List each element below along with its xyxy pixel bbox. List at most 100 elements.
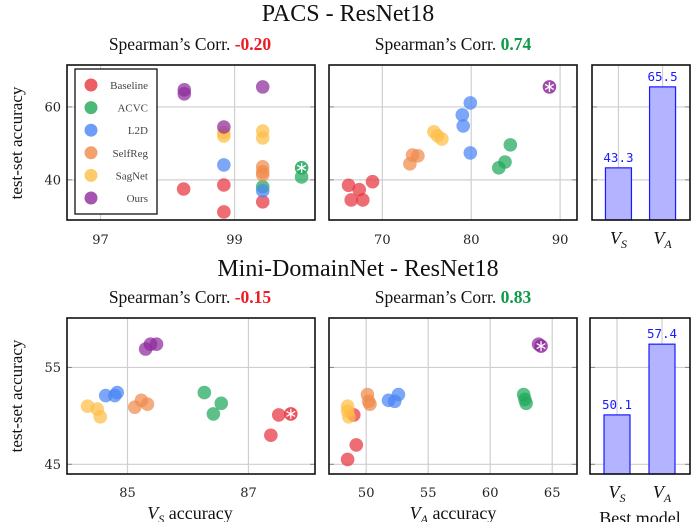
legend-label: Baseline bbox=[110, 80, 148, 92]
series-l2d bbox=[217, 158, 270, 198]
bar-value-label: 57.4 bbox=[647, 326, 677, 341]
category-subscript: A bbox=[663, 237, 672, 251]
legend-marker bbox=[84, 101, 98, 115]
y-tick-label: 55 bbox=[44, 361, 61, 376]
series-acvc bbox=[491, 138, 518, 175]
axes-frame bbox=[66, 317, 316, 475]
x-tick-label: 55 bbox=[420, 486, 437, 501]
data-point bbox=[217, 178, 231, 192]
series-l2d bbox=[455, 96, 478, 160]
legend-label: ACVC bbox=[117, 103, 148, 115]
category-main: V bbox=[653, 482, 666, 502]
data-point bbox=[149, 337, 164, 351]
x-axis-label-vs: VS accuracy bbox=[147, 503, 232, 522]
series-sagnet bbox=[427, 124, 449, 146]
panels: 60 40 97 99 Baseline ACVC L2D SelfReg SagNet Ours… bbox=[44, 64, 691, 505]
series-sagnet bbox=[80, 399, 108, 424]
legend-marker bbox=[84, 123, 98, 137]
legend: Baseline ACVC L2D SelfReg SagNet Ours bbox=[74, 68, 158, 215]
series-acvc bbox=[516, 387, 533, 411]
data-point bbox=[498, 155, 512, 169]
category-main: V bbox=[653, 228, 666, 248]
row-title-pacs: PACS - ResNet18 bbox=[262, 1, 434, 27]
axes-frame bbox=[589, 317, 691, 475]
x-axis-label-va: VA accuracy bbox=[410, 503, 497, 522]
panel-mini-va: 50 55 60 65 bbox=[328, 317, 578, 501]
data-point bbox=[340, 452, 355, 467]
corr-value: -0.15 bbox=[235, 287, 272, 307]
row-title-mini-domainnet: Mini-DomainNet - ResNet18 bbox=[217, 256, 498, 282]
data-point bbox=[519, 396, 533, 411]
data-point bbox=[463, 96, 478, 110]
category-subscript: A bbox=[663, 491, 672, 505]
bar-category-label: VS bbox=[610, 228, 627, 251]
category-main: V bbox=[610, 228, 623, 248]
x-tick-label: 60 bbox=[482, 486, 499, 501]
series-l2d bbox=[381, 387, 406, 409]
legend-marker bbox=[84, 191, 98, 205]
x-tick-label: 85 bbox=[119, 486, 136, 501]
category-main: V bbox=[609, 482, 622, 502]
bar-category-label: VS bbox=[609, 482, 626, 505]
series-ours bbox=[138, 337, 164, 356]
bar-vs bbox=[604, 167, 633, 221]
data-point bbox=[349, 438, 364, 452]
y-tick-label: 45 bbox=[44, 458, 61, 473]
series-baseline bbox=[176, 178, 270, 219]
data-point bbox=[363, 397, 377, 412]
data-point bbox=[255, 167, 270, 182]
bar-value-label: 65.5 bbox=[648, 69, 678, 84]
x-tick-label: 80 bbox=[463, 233, 480, 248]
legend-label: SagNet bbox=[116, 170, 148, 182]
scatter-points bbox=[341, 80, 557, 207]
x-axis-label-vs-text: accuracy bbox=[169, 503, 233, 522]
x-tick-label: 87 bbox=[240, 486, 257, 501]
best-model-star-icon bbox=[286, 408, 296, 419]
bar-category-label: VA bbox=[653, 228, 672, 251]
data-point bbox=[344, 193, 359, 207]
data-point bbox=[206, 407, 221, 421]
panel-mini-vs: 55 45 85 87 bbox=[44, 317, 316, 501]
corr-prefix: Spearman’s Corr. bbox=[375, 287, 497, 307]
data-point bbox=[255, 184, 270, 198]
bar-value-label: 50.1 bbox=[602, 397, 632, 412]
data-point bbox=[355, 193, 370, 207]
scatter-points bbox=[80, 337, 298, 443]
bar-value-label: 43.3 bbox=[603, 150, 633, 165]
y-tick-label: 40 bbox=[44, 173, 61, 188]
series-sagnet bbox=[340, 399, 356, 424]
axes-frame bbox=[66, 64, 316, 221]
x-tick-label: 50 bbox=[358, 486, 375, 501]
series-selfreg bbox=[127, 393, 155, 414]
corr-title-pacs-va: Spearman’s Corr. 0.74 bbox=[375, 34, 532, 54]
corr-value: 0.83 bbox=[501, 287, 532, 307]
series-ours bbox=[542, 80, 557, 94]
series-selfreg bbox=[360, 387, 377, 412]
data-point bbox=[140, 397, 155, 412]
corr-prefix: Spearman’s Corr. bbox=[109, 287, 231, 307]
data-point bbox=[93, 410, 108, 424]
corr-prefix: Spearman’s Corr. bbox=[109, 34, 231, 54]
best-model-star-icon bbox=[296, 162, 307, 173]
legend-marker bbox=[84, 146, 98, 160]
data-point bbox=[217, 205, 231, 219]
y-axis-label-pacs: test-set accuracy bbox=[7, 86, 26, 199]
series-l2d bbox=[98, 385, 125, 403]
data-point bbox=[264, 428, 278, 443]
data-point bbox=[403, 157, 417, 171]
x-axis-label-best-model: Best model bbox=[599, 508, 681, 522]
x-tick-label: 90 bbox=[552, 233, 569, 248]
category-subscript: S bbox=[620, 491, 626, 505]
x-tick-label: 99 bbox=[226, 233, 243, 248]
category-subscript: S bbox=[621, 237, 627, 251]
series-selfreg bbox=[403, 148, 425, 171]
bar-vs bbox=[603, 414, 631, 475]
data-point bbox=[271, 408, 286, 422]
bar-va bbox=[648, 343, 676, 475]
corr-title-mini-va: Spearman’s Corr. 0.83 bbox=[375, 287, 532, 307]
data-point bbox=[255, 194, 270, 209]
series-selfreg bbox=[255, 159, 270, 182]
y-axis-label-mini: test-set accuracy bbox=[7, 339, 26, 452]
